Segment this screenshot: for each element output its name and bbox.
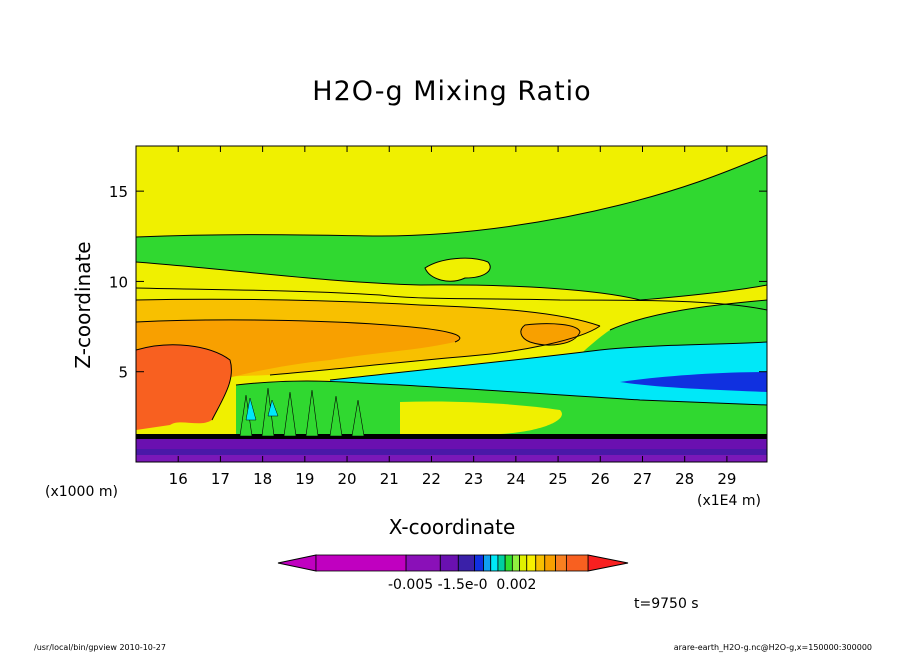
x-tick-label: 18 (253, 470, 272, 488)
colorbar-arrow-left (277, 554, 317, 572)
contour-line-3 (136, 287, 767, 311)
field-yellow-pocket (400, 401, 562, 434)
colorbar-swatch (565, 554, 589, 572)
field-orange-deep (136, 344, 232, 430)
x-tick-label: 21 (380, 470, 399, 488)
contour-lines (136, 154, 767, 421)
contour-line-12 (235, 380, 767, 406)
turbulence-spike-3 (283, 391, 297, 437)
x-tick-label: 22 (422, 470, 441, 488)
turbulence-spikes (239, 387, 365, 437)
x-tick-label: 16 (169, 470, 188, 488)
contour-line-9 (609, 299, 767, 331)
field-purple-3 (136, 455, 767, 462)
x-unit-left: (x1000 m) (45, 484, 118, 500)
contour-line-10 (329, 341, 767, 381)
x-tick-label: 23 (464, 470, 483, 488)
turbulence-spike-6 (351, 399, 365, 437)
colorbar-arrow-right (587, 554, 629, 572)
colorbar-swatch (544, 554, 556, 572)
turbulence-cyan-2 (267, 399, 279, 417)
colorbar-swatch (483, 554, 492, 572)
turbulence-cyan (245, 397, 279, 421)
field-black-line (136, 434, 767, 439)
contour-line-5 (136, 319, 461, 343)
colorbar (277, 554, 629, 572)
plot-frame (135, 145, 768, 463)
field-green-upper (136, 155, 767, 310)
colorbar-swatch (474, 554, 484, 572)
field-purple-1 (136, 439, 767, 449)
y-ticks: 5 10 15 (109, 183, 767, 382)
colorbar-swatch (315, 554, 407, 572)
colorbar-swatch (511, 554, 520, 572)
x-tick-label: 26 (591, 470, 610, 488)
colorbar-swatch (535, 554, 546, 572)
colorbar-swatch (555, 554, 567, 572)
field-purple-2 (136, 449, 767, 455)
contour-fields (136, 146, 767, 462)
colorbar-swatch (439, 554, 459, 572)
y-tick-label: 15 (109, 183, 128, 201)
footer-right: arare-earth_H2O-g.nc@H2O-g,x=150000:3000… (673, 643, 872, 652)
time-label: t=9750 s (634, 596, 699, 612)
field-yellow-bump (425, 258, 491, 282)
y-tick-label: 10 (109, 273, 128, 291)
colorbar-tick-labels: -0.005 -1.5e-0 0.002 (388, 577, 537, 593)
x-tick-label: 19 (295, 470, 314, 488)
y-tick-label: 5 (118, 364, 128, 382)
colorbar-swatch (497, 554, 506, 572)
contour-line-2 (136, 261, 767, 301)
contour-line-4 (136, 298, 601, 327)
footer-left: /usr/local/bin/gpview 2010-10-27 (34, 643, 166, 652)
colorbar-swatch (519, 554, 528, 572)
turbulence-cyan-1 (245, 397, 257, 421)
contour-line-1 (136, 154, 767, 238)
colorbar-swatch (526, 554, 537, 572)
field-blue (620, 372, 767, 392)
x-unit-right: (x1E4 m) (697, 493, 761, 509)
x-tick-label: 20 (337, 470, 356, 488)
contour-line-8 (269, 325, 601, 376)
contour-line-7 (520, 323, 581, 346)
turbulence-spike-5 (329, 395, 343, 437)
contour-line-6 (424, 257, 491, 282)
colorbar-swatch (405, 554, 441, 572)
x-tick-label: 29 (717, 470, 736, 488)
x-ticks: 16 17 18 19 20 21 22 23 24 25 26 27 28 29 (169, 146, 736, 488)
colorbar-swatch (504, 554, 513, 572)
colorbar-swatch (490, 554, 499, 572)
x-tick-label: 24 (506, 470, 525, 488)
x-tick-label: 28 (675, 470, 694, 488)
chart-title: H2O-g Mixing Ratio (312, 76, 592, 107)
x-tick-label: 25 (549, 470, 568, 488)
contour-line-11 (136, 344, 232, 421)
x-axis-label: X-coordinate (388, 515, 516, 539)
x-tick-label: 17 (211, 470, 230, 488)
x-tick-label: 27 (633, 470, 652, 488)
colorbar-swatch (457, 554, 475, 572)
turbulence-spike-4 (305, 389, 319, 437)
